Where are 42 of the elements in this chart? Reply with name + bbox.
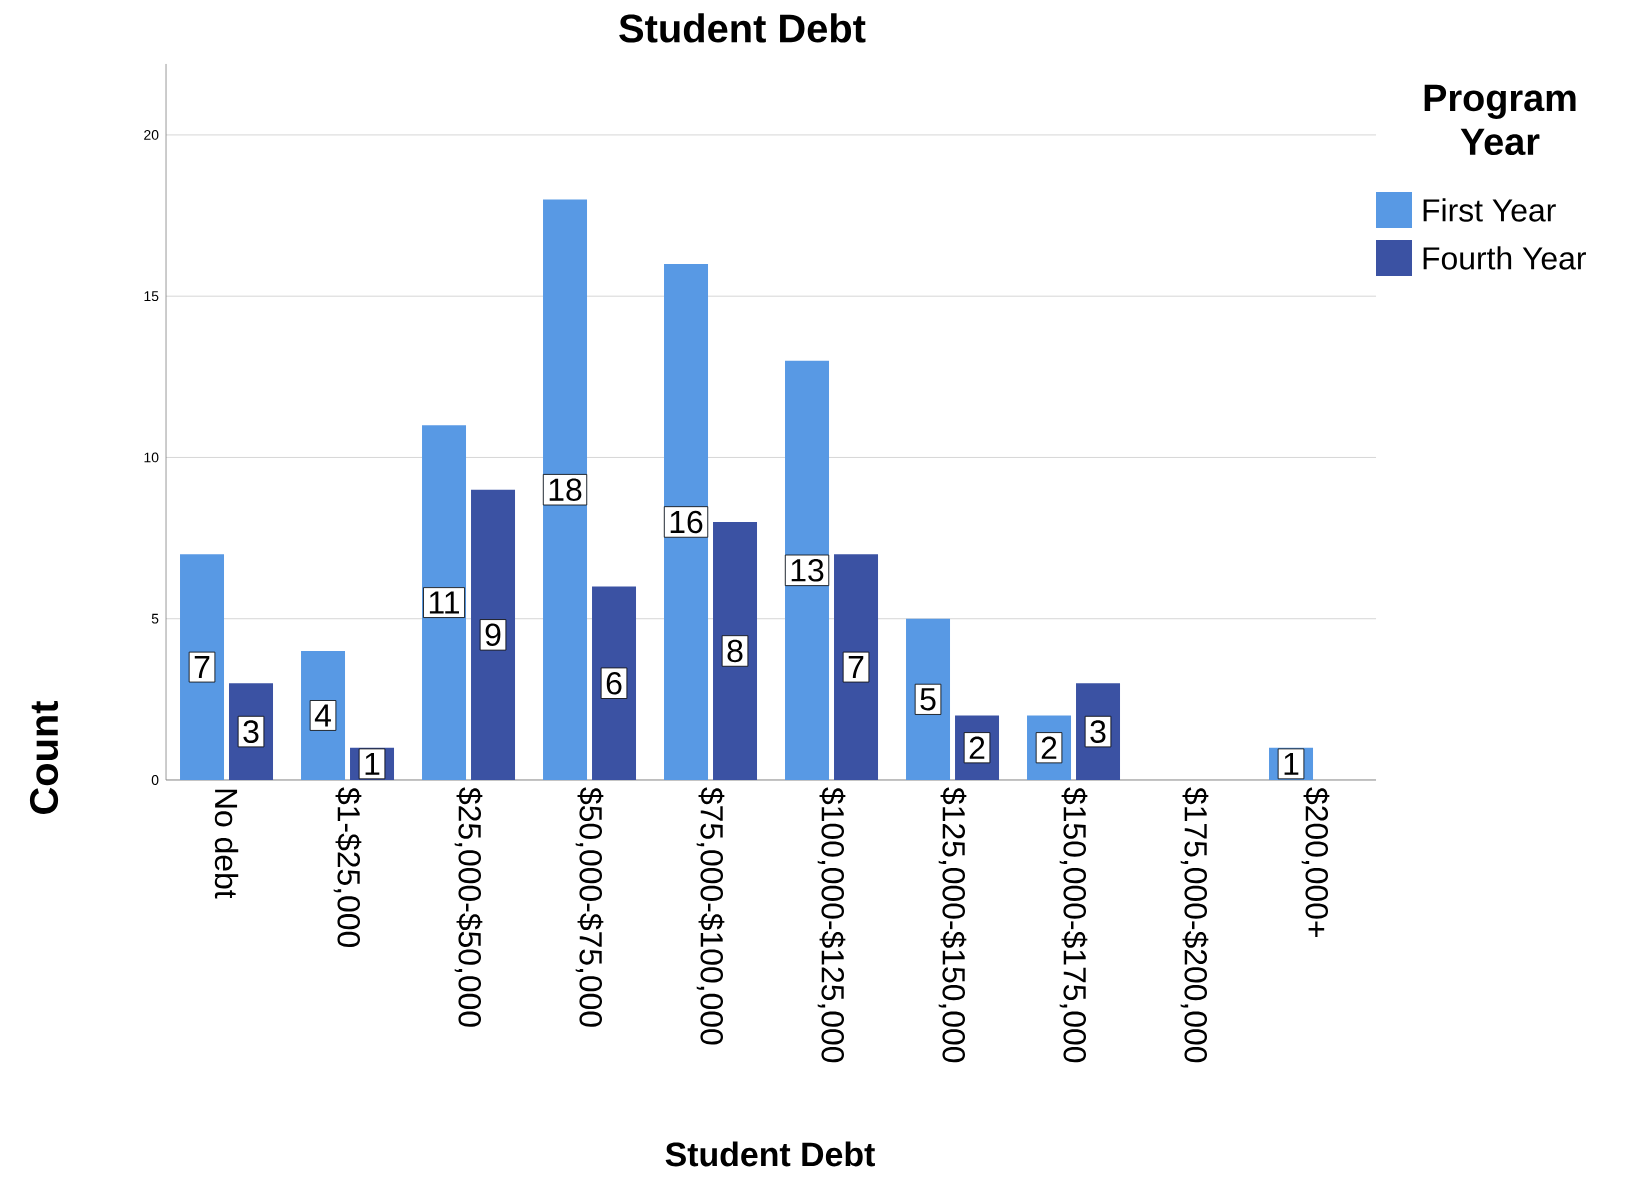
y-axis-title: Count — [29, 700, 59, 814]
bar — [713, 521, 758, 780]
data-label: 9 — [485, 623, 501, 647]
data-label: 3 — [1090, 720, 1106, 743]
data-label: 8 — [727, 639, 743, 663]
data-label: 6 — [606, 671, 622, 695]
x-tick-label: $75,000-$100,000 — [696, 787, 725, 1045]
data-label: 7 — [848, 656, 864, 679]
bar — [471, 489, 516, 780]
text: Student Debt — [665, 1141, 875, 1167]
legend-title: Program Year — [1424, 84, 1576, 156]
x-tick-label: $150,000-$175,000 — [1059, 787, 1088, 1063]
x-tick-label: $200,000+ — [1301, 787, 1330, 937]
data-label: 1 — [1284, 752, 1299, 775]
bar — [834, 554, 879, 780]
bar — [664, 263, 709, 780]
x-axis-title: Student Debt — [619, 13, 866, 43]
x-tick-label: $25,000-$50,000 — [454, 787, 483, 1027]
data-label: 5 — [920, 688, 936, 711]
x-tick-label: $175,000-$200,000 — [1180, 787, 1209, 1063]
data-label: 1 — [365, 752, 380, 775]
data-label: 7 — [194, 656, 210, 679]
data-label: 2 — [1041, 736, 1057, 759]
x-tick-label: $125,000-$150,000 — [938, 787, 967, 1063]
bar — [592, 586, 637, 780]
x-tick-label: $1-$25,000 — [333, 787, 362, 948]
data-label: 11 — [429, 591, 459, 614]
data-label: 16 — [670, 510, 703, 534]
bar — [785, 360, 830, 780]
legend-label: Fourth Year — [1423, 246, 1586, 270]
x-tick-label: $100,000-$125,000 — [817, 787, 846, 1063]
x-tick-label: $50,000-$75,000 — [575, 787, 604, 1027]
data-label: 4 — [314, 704, 331, 727]
data-label: 3 — [243, 720, 259, 743]
data-label: 13 — [791, 559, 824, 582]
bar — [180, 554, 225, 780]
x-tick-label: No debt — [214, 789, 239, 899]
bar — [543, 199, 588, 780]
data-label: 18 — [549, 478, 582, 501]
data-label: 2 — [969, 736, 985, 759]
legend-label: First Year — [1423, 198, 1556, 222]
bar — [422, 425, 467, 780]
